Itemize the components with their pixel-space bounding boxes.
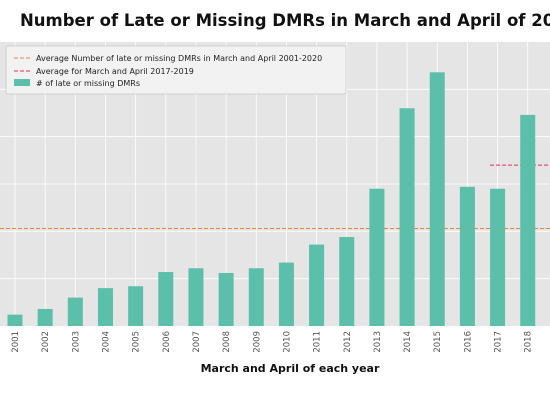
x-tick-2010: 2010 (282, 331, 292, 353)
bar-2005 (128, 286, 144, 326)
x-tick-labels: 2001 2002 2003 2004 2005 2006 2007 2008 2009 2010… (11, 331, 534, 353)
x-tick-2018: 2018 (524, 331, 534, 353)
bar-2017 (490, 188, 506, 326)
legend-label-average-all: Average Number of late or missing DMRs i… (36, 54, 322, 63)
bar-2002 (37, 308, 53, 326)
x-tick-2004: 2004 (101, 331, 111, 353)
bar-2018 (520, 114, 536, 326)
x-tick-2002: 2002 (41, 331, 51, 353)
legend-label-average-2017-2019: Average for March and April 2017-2019 (36, 67, 194, 76)
x-tick-2011: 2011 (313, 331, 323, 353)
x-tick-2015: 2015 (433, 331, 443, 353)
x-tick-2001: 2001 (11, 331, 21, 353)
x-tick-2007: 2007 (192, 331, 202, 353)
bar-2012 (339, 237, 355, 326)
x-tick-2014: 2014 (403, 331, 413, 353)
legend: Average Number of late or missing DMRs i… (5, 45, 347, 95)
bar-2011 (309, 244, 325, 326)
x-tick-2012: 2012 (343, 331, 353, 353)
x-tick-2003: 2003 (71, 331, 81, 353)
bar-2001 (7, 314, 23, 326)
bar-2010 (278, 262, 294, 326)
x-tick-2016: 2016 (463, 331, 473, 353)
x-tick-2006: 2006 (162, 331, 172, 353)
bar-2007 (188, 268, 204, 326)
bar-2013 (369, 188, 385, 326)
chart-title: Number of Late or Missing DMRs in March … (20, 11, 550, 30)
bars (7, 72, 536, 327)
bar-2014 (399, 108, 415, 327)
legend-box (5, 45, 347, 95)
bar-2016 (459, 186, 475, 326)
bar-2015 (429, 72, 445, 326)
x-tick-2013: 2013 (373, 331, 383, 353)
x-tick-2017: 2017 (494, 331, 504, 353)
bar-2008 (218, 272, 234, 326)
legend-label-bars: # of late or missing DMRs (36, 79, 140, 88)
bar-2004 (97, 288, 113, 326)
legend-swatch-bars (14, 79, 30, 86)
bar-2009 (248, 268, 264, 326)
x-tick-2009: 2009 (252, 331, 262, 353)
x-tick-2008: 2008 (222, 331, 232, 353)
x-tick-2005: 2005 (132, 331, 142, 353)
bar-2003 (67, 297, 83, 326)
bar-2006 (158, 272, 174, 326)
x-axis-label: March and April of each year (201, 362, 380, 375)
